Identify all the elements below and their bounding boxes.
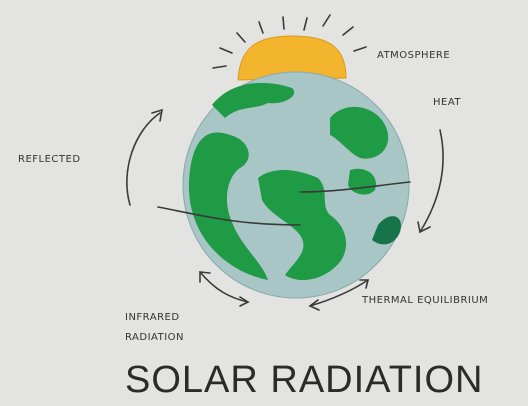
label-infrared: INFRARED [125,312,180,323]
label-heat: HEAT [433,97,461,108]
label-thermal-equilibrium: THERMAL EQUILIBRIUM [361,295,488,306]
title: SOLAR RADIATION [125,359,483,401]
diagram: ATMOSPHERE HEAT REFLECTED INFRARED RADIA… [0,0,528,406]
label-atmosphere: ATMOSPHERE [377,50,450,61]
label-reflected: REFLECTED [18,154,81,165]
label-infrared: RADIATION [125,332,184,343]
